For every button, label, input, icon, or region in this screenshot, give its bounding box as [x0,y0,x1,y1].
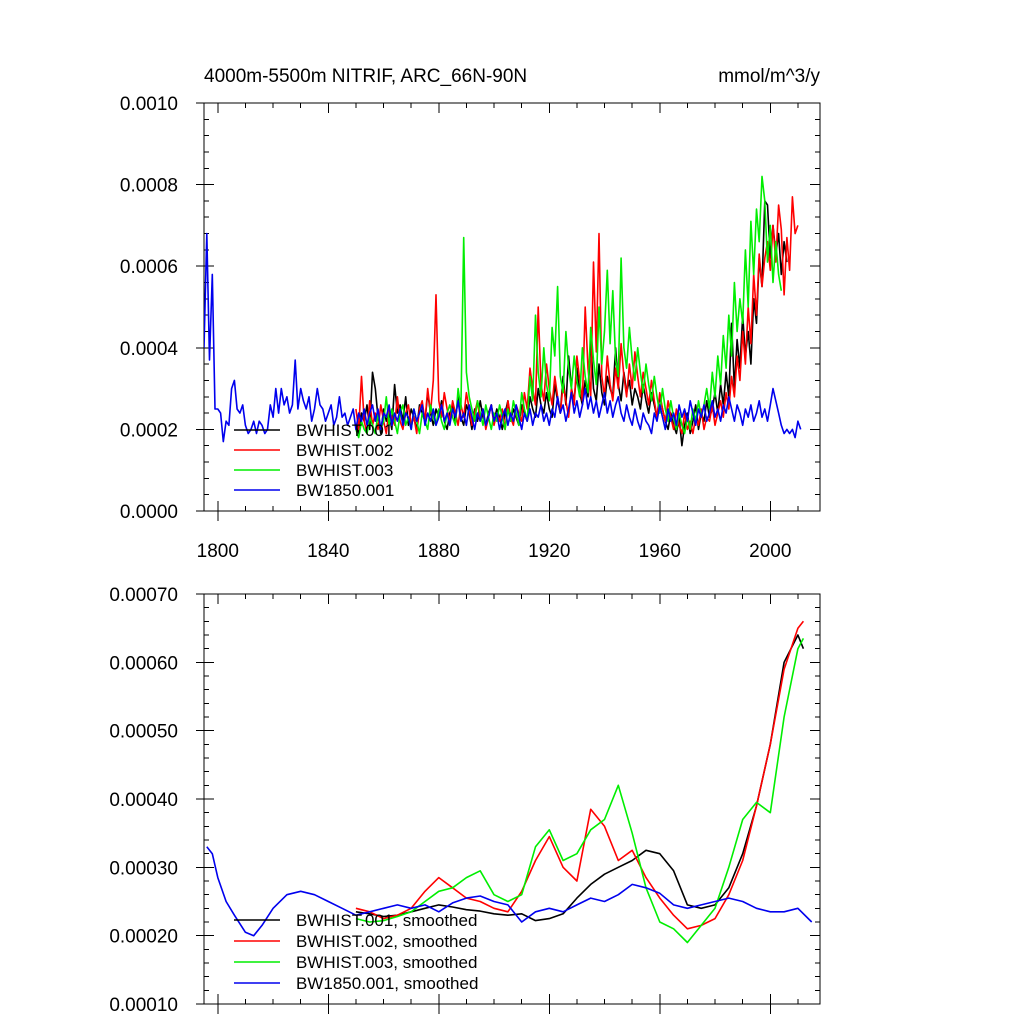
series-line-bwhist-002 [355,196,799,435]
x-tick-label: 1920 [528,541,570,562]
top-plot-frame [203,102,821,512]
x-tick-label: 1960 [639,541,681,562]
bottom-axis-labels: 0.00010 0.00020 0.00030 0.00040 0.00050 0.000… [109,585,178,1016]
x-tick-label: 1880 [418,541,460,562]
series-line-bw1850-001-smoothed [206,846,813,937]
y-tick-label: 0.0006 [120,257,178,278]
y-tick-label: 0.00010 [109,995,178,1016]
y-tick-label: 0.0008 [120,176,178,197]
y-tick-label: 0.00060 [109,653,178,674]
legend-label-bwhist-003-smoothed: BWHIST.003, smoothed [296,953,477,972]
legend-label-bwhist-002-smoothed: BWHIST.002, smoothed [296,932,477,951]
series-line-bwhist-002-smoothed [355,620,805,930]
y-tick-label: 0.00030 [109,858,178,879]
top-axis-ticks [196,102,820,521]
top-panel-units: mmol/m^3/y [718,66,820,87]
legend-label-bwhist-001-smoothed: BWHIST.001, smoothed [296,911,477,930]
y-tick-label: 0.00040 [109,790,178,811]
series-line-bwhist-003 [355,175,783,439]
x-tick-label: 1800 [197,541,239,562]
series-line-bwhist-003-smoothed [355,638,805,944]
top-axis-labels: 1800 1840 1880 1920 1960 2000 0.0000 0.0002 0.00… [120,94,792,562]
y-tick-label: 0.00020 [109,927,178,948]
legend-label-bwhist-003: BWHIST.003 [296,461,393,480]
legend-label-bwhist-001: BWHIST.001 [296,421,393,440]
y-tick-label: 0.0010 [120,94,178,115]
bottom-series-lines [206,620,813,944]
top-panel: 4000m-5500m NITRIF, ARC_66N-90N mmol/m^3… [120,66,821,562]
legend-label-bw1850-001: BW1850.001 [296,481,394,500]
top-panel-title: 4000m-5500m NITRIF, ARC_66N-90N [204,66,527,87]
y-tick-label: 0.0002 [120,420,178,441]
series-line-bw1850-001 [204,232,802,443]
legend-label-bwhist-002: BWHIST.002 [296,441,393,460]
series-line-bwhist-001-smoothed [355,634,805,922]
y-tick-label: 0.00070 [109,585,178,606]
x-tick-label: 2000 [749,541,791,562]
bottom-axis-ticks [196,593,820,1014]
y-tick-label: 0.0000 [120,502,178,523]
x-tick-label: 1840 [307,541,349,562]
legend-label-bw1850-001-smoothed: BW1850.001, smoothed [296,974,478,993]
top-series-lines [204,175,802,447]
y-tick-label: 0.0004 [120,339,179,360]
bottom-legend: BWHIST.001, smoothed BWHIST.002, smoothed… [234,911,478,993]
y-tick-label: 0.00050 [109,722,178,743]
bottom-panel: 0.00010 0.00020 0.00030 0.00040 0.00050 0.000… [109,585,821,1016]
